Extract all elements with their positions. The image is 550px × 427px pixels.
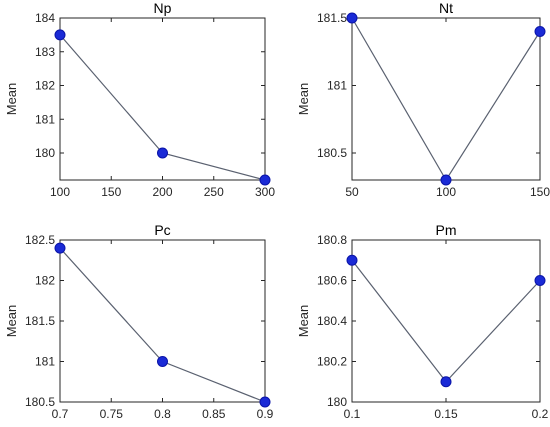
chart-title-pc: Pc — [154, 222, 170, 238]
y-tick-label: 181 — [35, 112, 55, 126]
x-tick-label: 50 — [345, 185, 359, 199]
y-tick-label: 181 — [35, 355, 55, 369]
x-tick-label: 250 — [204, 185, 224, 199]
data-point — [346, 254, 358, 266]
data-point — [534, 26, 546, 37]
y-tick-label: 181 — [327, 79, 347, 93]
axes-frame-pc — [59, 239, 266, 403]
x-tick-label: 0.8 — [154, 407, 171, 421]
data-point — [259, 174, 271, 186]
data-point — [157, 147, 168, 159]
data-point — [440, 174, 452, 186]
x-tick-label: 0.75 — [100, 407, 124, 421]
y-axis-label: Mean — [4, 305, 19, 338]
x-tick-label: 0.15 — [434, 407, 458, 421]
x-tick-label: 0.85 — [202, 407, 226, 421]
chart-panel-pc: 0.7 0.75 0.8 0.85 0.9 180.5 181 181.5 182 182.5 Pc… — [4, 222, 274, 421]
data-point — [440, 376, 452, 388]
y-tick-label: 182 — [35, 79, 55, 93]
x-tick-label: 0.1 — [344, 407, 361, 421]
y-axis-label: Mean — [4, 83, 19, 116]
y-tick-label: 180.4 — [317, 314, 347, 328]
y-tick-label: 180.8 — [317, 233, 347, 247]
y-tick-label: 180.2 — [317, 355, 347, 369]
x-tick-label: 100 — [50, 185, 70, 199]
y-tick-label: 180 — [35, 146, 55, 160]
y-tick-label: 180.5 — [25, 395, 55, 409]
chart-title-np: Np — [154, 0, 172, 16]
y-tick-label: 183 — [35, 45, 55, 59]
chart-panel-nt: 50 100 150 180.5 181 181.5 Nt Mean — [296, 0, 550, 199]
y-tick-label: 180.5 — [317, 146, 347, 160]
x-tick-label: 100 — [436, 185, 456, 199]
axes-frame-pm — [351, 239, 541, 403]
y-tick-label: 181.5 — [317, 11, 347, 25]
data-point — [54, 29, 66, 41]
y-axis-label: Mean — [296, 83, 311, 116]
y-tick-label: 182.5 — [25, 233, 55, 247]
chart-panel-np: 100 150 200 250 300 180 181 182 183 184 Np Mean — [4, 0, 275, 199]
x-tick-label: 150 — [101, 185, 121, 199]
x-tick-label: 200 — [152, 185, 172, 199]
y-axis-label: Mean — [296, 305, 311, 338]
data-point — [54, 242, 66, 254]
chart-title-pm: Pm — [436, 222, 457, 238]
y-tick-label: 184 — [35, 11, 55, 25]
x-tick-label: 0.2 — [532, 407, 549, 421]
x-tick-label: 150 — [530, 185, 550, 199]
x-tick-label: 300 — [255, 185, 275, 199]
data-point — [157, 356, 168, 367]
x-tick-label: 0.7 — [52, 407, 69, 421]
chart-panel-pm: 0.1 0.15 0.2 180 180.2 180.4 180.6 180.8 Pm Mean — [296, 222, 549, 421]
axes-frame-nt — [351, 17, 541, 181]
y-tick-label: 180 — [327, 395, 347, 409]
y-tick-label: 180.6 — [317, 274, 347, 288]
y-tick-label: 181.5 — [25, 314, 55, 328]
y-tick-label: 182 — [35, 274, 55, 288]
x-tick-label: 0.9 — [257, 407, 274, 421]
data-point — [534, 275, 546, 286]
data-point — [259, 396, 271, 408]
data-point — [346, 12, 358, 24]
chart-title-nt: Nt — [439, 0, 453, 16]
